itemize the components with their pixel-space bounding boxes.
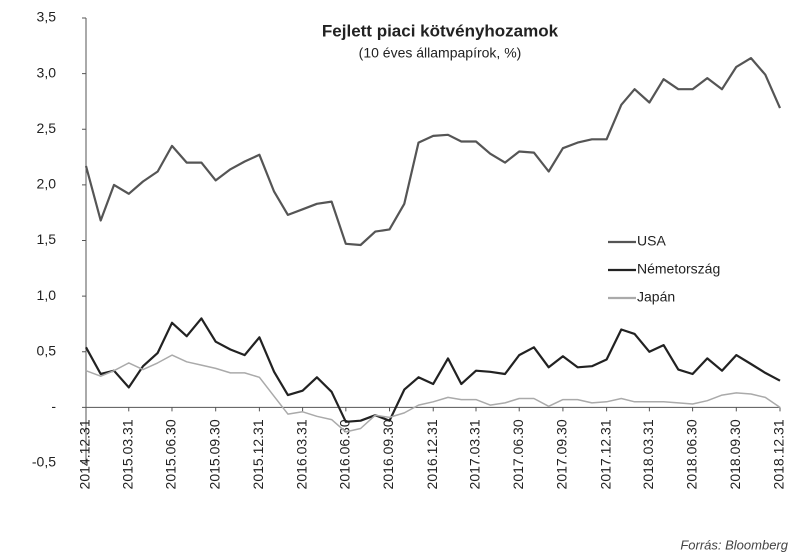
y-tick-label: 3,0 <box>37 64 57 80</box>
legend-label: USA <box>637 233 666 249</box>
series-line <box>85 317 781 423</box>
legend-label: Németország <box>637 261 720 277</box>
x-tick-label: 2017.09.30 <box>554 419 570 489</box>
y-tick-label: 2,5 <box>37 120 57 136</box>
y-tick-label: 2,0 <box>37 176 57 192</box>
x-tick-label: 2018.03.31 <box>640 419 656 489</box>
x-tick-label: 2015.12.31 <box>250 419 266 489</box>
x-tick-label: 2015.03.31 <box>119 419 135 489</box>
y-tick-label: 1,0 <box>37 287 57 303</box>
chart-title: Fejlett piaci kötvényhozamok <box>322 21 559 40</box>
x-tick-label: 2018.06.30 <box>683 419 699 489</box>
y-tick-label: 0,5 <box>37 342 57 358</box>
x-tick-label: 2016.09.30 <box>380 419 396 489</box>
x-tick-label: 2016.12.31 <box>424 419 440 489</box>
x-tick-label: 2017.06.30 <box>510 419 526 489</box>
x-tick-label: 2016.06.30 <box>337 419 353 489</box>
x-tick-label: 2015.06.30 <box>163 419 179 489</box>
x-tick-label: 2017.12.31 <box>597 419 613 489</box>
y-tick-label: -0,5 <box>32 454 56 470</box>
x-tick-label: 2015.09.30 <box>206 419 222 489</box>
series-line <box>85 354 781 433</box>
series-line <box>84 57 782 247</box>
y-tick-label: 1,5 <box>37 231 57 247</box>
y-tick-label: - <box>51 398 56 414</box>
x-tick-label: 2018.12.31 <box>771 419 787 489</box>
legend-label: Japán <box>637 289 675 305</box>
source-note: Forrás: Bloomberg <box>680 537 788 552</box>
chart-subtitle: (10 éves állampapírok, %) <box>359 45 522 61</box>
x-tick-label: 2018.09.30 <box>727 419 743 489</box>
x-tick-label: 2014.12.31 <box>77 419 93 489</box>
x-tick-label: 2016.03.31 <box>293 419 309 489</box>
y-tick-label: 3,5 <box>37 9 57 25</box>
x-tick-label: 2017.03.31 <box>467 419 483 489</box>
